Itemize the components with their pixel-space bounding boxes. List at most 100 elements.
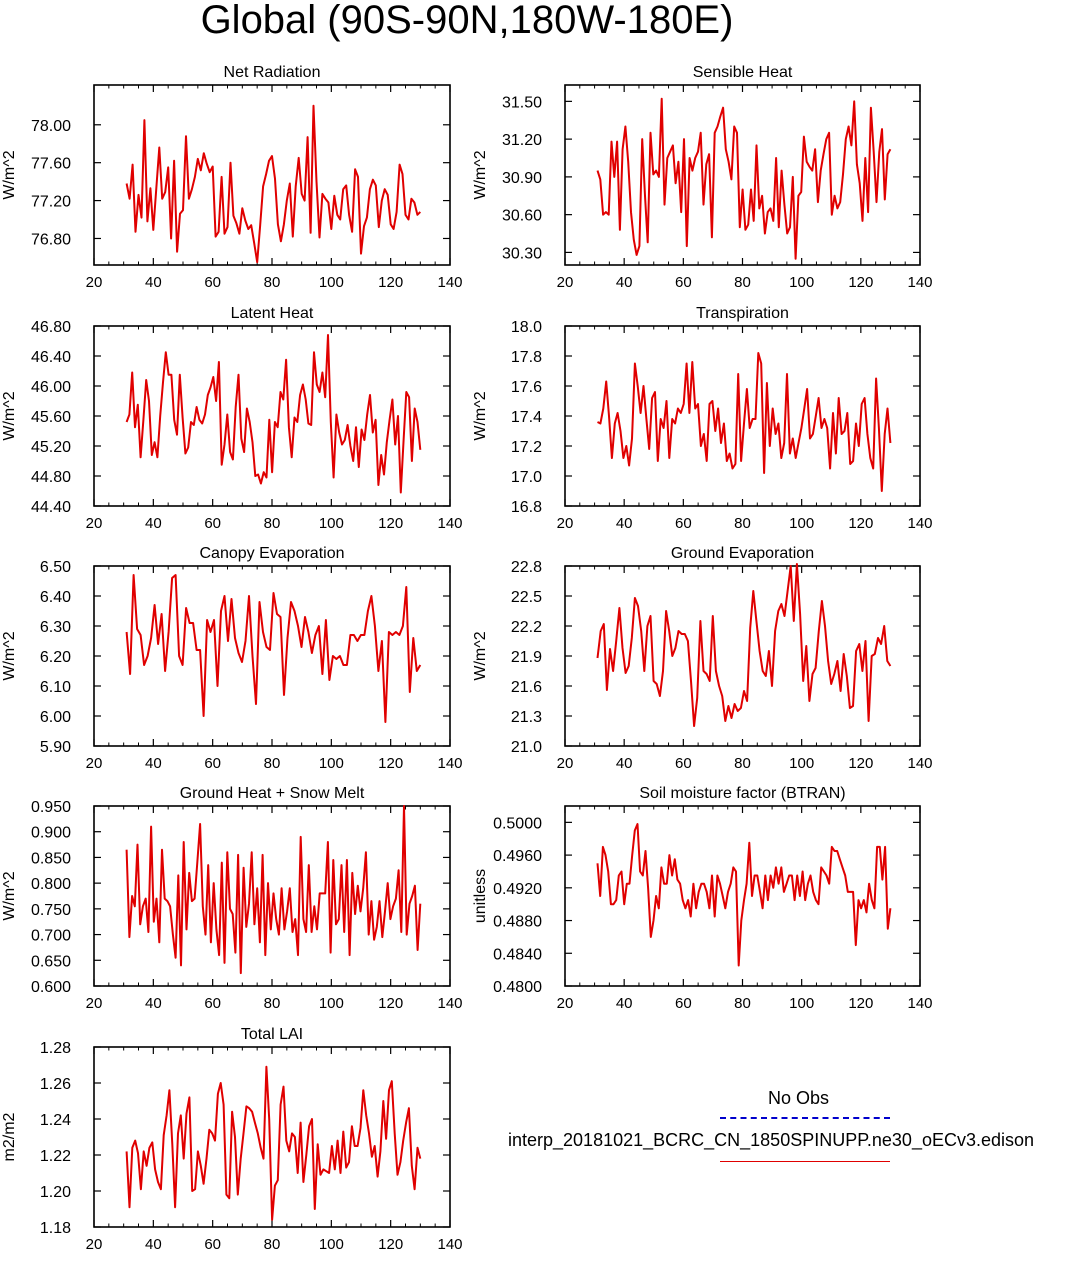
x-tick-label: 100: [789, 755, 814, 772]
chart-title: Ground Evaporation: [671, 545, 814, 562]
x-tick-label: 120: [848, 515, 873, 532]
x-tick-label: 60: [204, 515, 221, 532]
y-tick-label: 6.10: [40, 679, 71, 696]
y-tick-label: 6.40: [40, 589, 71, 606]
x-tick-label: 120: [378, 1236, 403, 1253]
y-axis-label: W/m^2: [472, 150, 489, 199]
x-tick-label: 80: [734, 995, 751, 1012]
chart-title: Transpiration: [696, 305, 789, 322]
chart-title: Ground Heat + Snow Melt: [180, 785, 365, 802]
legend-obs-label: No Obs: [768, 1088, 830, 1108]
y-tick-label: 0.900: [31, 825, 71, 842]
y-axis-label: unitless: [472, 869, 489, 923]
y-tick-label: 31.20: [502, 132, 542, 149]
x-tick-label: 20: [86, 995, 103, 1012]
x-tick-label: 100: [319, 515, 344, 532]
x-tick-label: 120: [848, 995, 873, 1012]
series-line: [125, 1065, 422, 1221]
y-tick-label: 0.850: [31, 850, 71, 867]
x-tick-label: 80: [264, 515, 281, 532]
y-tick-label: 22.2: [511, 619, 542, 636]
chart-title: Sensible Heat: [693, 64, 793, 81]
y-tick-label: 0.650: [31, 953, 71, 970]
chart-title: Soil moisture factor (BTRAN): [639, 785, 845, 802]
x-tick-label: 60: [204, 274, 221, 291]
chart-panel: Soil moisture factor (BTRAN) unitless 20 40…: [472, 785, 933, 1012]
y-tick-label: 21.6: [511, 679, 542, 696]
y-tick-label: 1.28: [40, 1040, 71, 1057]
y-tick-label: 6.20: [40, 649, 71, 666]
x-tick-label: 140: [437, 1236, 462, 1253]
y-tick-label: 21.9: [511, 649, 542, 666]
x-tick-label: 80: [264, 995, 281, 1012]
y-tick-label: 30.30: [502, 245, 542, 262]
x-tick-label: 20: [557, 274, 574, 291]
y-tick-label: 22.8: [511, 559, 542, 576]
chart-title: Latent Heat: [231, 305, 314, 322]
y-tick-label: 45.60: [31, 409, 71, 426]
y-tick-label: 1.26: [40, 1076, 71, 1093]
y-tick-label: 5.90: [40, 739, 71, 756]
x-tick-label: 40: [145, 755, 162, 772]
x-tick-label: 80: [264, 1236, 281, 1253]
x-tick-label: 140: [907, 274, 932, 291]
y-axis-label: W/m^2: [472, 631, 489, 680]
y-axis-label: W/m^2: [1, 631, 18, 680]
chart-panel: Total LAI m2/m2 20 40 60 80 100 120 140 1.18 1.20 1…: [1, 1026, 463, 1253]
x-tick-label: 120: [848, 755, 873, 772]
y-tick-label: 6.50: [40, 559, 71, 576]
chart-title: Canopy Evaporation: [200, 545, 345, 562]
x-tick-label: 100: [789, 995, 814, 1012]
x-tick-label: 60: [675, 755, 692, 772]
x-tick-label: 80: [734, 274, 751, 291]
chart-title: Net Radiation: [224, 64, 321, 81]
x-tick-label: 100: [319, 755, 344, 772]
y-tick-label: 46.40: [31, 349, 71, 366]
x-tick-label: 140: [437, 515, 462, 532]
y-tick-label: 6.30: [40, 619, 71, 636]
y-tick-label: 22.5: [511, 589, 542, 606]
x-tick-label: 60: [204, 1236, 221, 1253]
y-tick-label: 0.4840: [493, 946, 542, 963]
series-line: [125, 334, 422, 494]
x-tick-label: 40: [616, 515, 633, 532]
series-line: [125, 574, 422, 723]
y-tick-label: 0.4880: [493, 914, 542, 931]
x-tick-label: 80: [734, 515, 751, 532]
x-tick-label: 20: [86, 1236, 103, 1253]
plot-frame: [93, 84, 451, 266]
x-tick-label: 100: [319, 995, 344, 1012]
y-axis-label: m2/m2: [1, 1112, 18, 1161]
x-tick-label: 100: [319, 1236, 344, 1253]
y-tick-label: 31.50: [502, 94, 542, 111]
plot-frame: [93, 325, 451, 507]
x-tick-label: 40: [616, 995, 633, 1012]
y-tick-label: 0.750: [31, 902, 71, 919]
x-tick-label: 60: [204, 755, 221, 772]
y-tick-label: 18.0: [511, 319, 542, 336]
y-tick-label: 30.60: [502, 208, 542, 225]
y-tick-label: 6.00: [40, 709, 71, 726]
plot-frame: [564, 805, 921, 987]
chart-panel: Ground Heat + Snow Melt W/m^2 20 40 60 80 100 1…: [1, 785, 463, 1012]
x-tick-label: 140: [907, 755, 932, 772]
legend: No Obs interp_20181021_BCRC_CN_1850SPINU…: [508, 1088, 1079, 1168]
x-tick-label: 100: [789, 274, 814, 291]
y-tick-label: 77.20: [31, 194, 71, 211]
x-tick-label: 60: [675, 995, 692, 1012]
y-tick-label: 44.80: [31, 469, 71, 486]
y-tick-label: 78.00: [31, 118, 71, 135]
y-axis-label: W/m^2: [1, 391, 18, 440]
x-tick-label: 20: [86, 515, 103, 532]
x-tick-label: 40: [616, 274, 633, 291]
chart-title: Total LAI: [241, 1026, 303, 1043]
y-tick-label: 17.2: [511, 439, 542, 456]
x-tick-label: 120: [378, 515, 403, 532]
x-tick-label: 20: [86, 274, 103, 291]
y-tick-label: 17.4: [511, 409, 542, 426]
y-tick-label: 1.24: [40, 1112, 71, 1129]
y-tick-label: 0.4800: [493, 979, 542, 996]
x-tick-label: 20: [557, 755, 574, 772]
y-tick-label: 1.22: [40, 1148, 71, 1165]
